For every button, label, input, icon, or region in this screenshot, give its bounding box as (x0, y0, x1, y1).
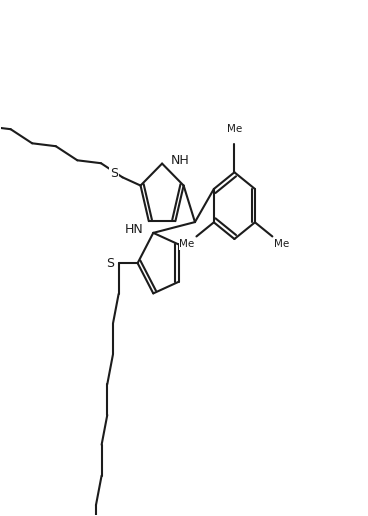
Text: S: S (106, 256, 114, 270)
Text: NH: NH (171, 154, 190, 167)
Text: Me: Me (274, 239, 290, 249)
Text: S: S (110, 167, 118, 180)
Text: Me: Me (227, 124, 242, 134)
Text: Me: Me (179, 239, 195, 249)
Text: HN: HN (125, 223, 144, 236)
